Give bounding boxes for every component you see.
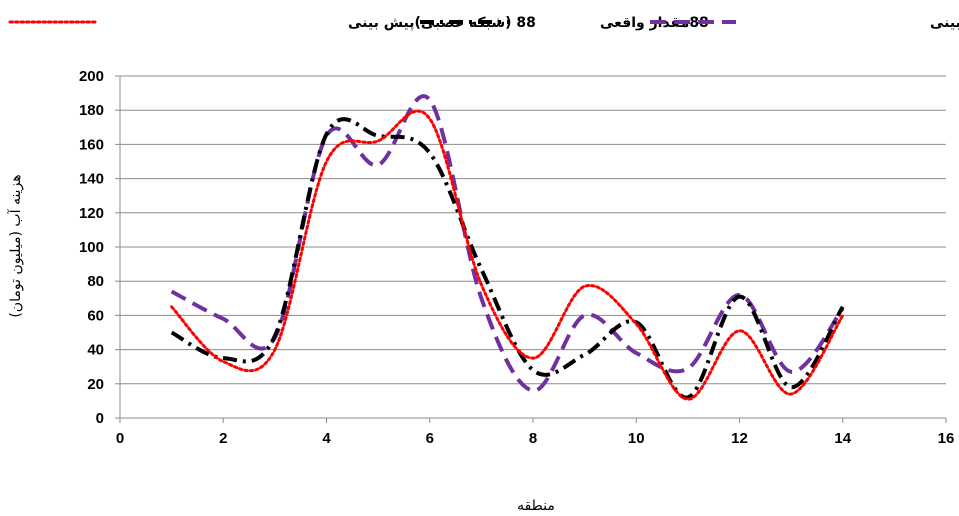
y-axis-label: هزینه آب (میلیون تومان) [7,174,24,317]
y-tick-label: 200 [79,68,104,85]
legend-label: 88 (رگرسیون)پیش بینی [930,14,959,31]
y-tick-label: 40 [87,342,104,359]
x-tick-label: 14 [834,430,851,447]
legend-item-2: 88 (رگرسیون)پیش بینی [650,14,959,31]
y-axis-ticks: 0 20 40 60 80 100 120 140 160 180 200 [79,68,120,427]
y-tick-label: 140 [79,171,104,188]
series-lines [170,94,845,401]
series-line-0 [170,109,845,401]
y-tick-label: 20 [87,376,104,393]
x-tick-label: 2 [219,430,227,447]
x-tick-label: 4 [322,430,331,447]
x-tick-label: 0 [116,430,124,447]
legend: 88 (شبکه عصبی)پیش بینی88مقدار واقعی88 (ر… [8,14,959,31]
y-tick-label: 160 [79,136,104,153]
y-tick-label: 80 [87,273,104,290]
series-line-2 [170,94,845,393]
series-line-1 [170,117,845,400]
y-tick-label: 180 [79,102,104,119]
x-axis-label: منطقه [517,498,555,514]
gridlines [120,75,946,385]
x-tick-label: 6 [426,430,434,447]
x-tick-label: 10 [628,430,645,447]
y-tick-label: 100 [79,239,104,256]
x-tick-label: 16 [938,430,955,447]
y-tick-label: 60 [87,307,104,324]
y-tick-label: 120 [79,205,104,222]
y-tick-label: 0 [96,410,104,427]
x-tick-label: 8 [529,430,537,447]
x-axis-ticks: 0 2 4 6 8 10 12 14 16 [116,418,955,447]
axes [119,76,946,419]
x-tick-label: 12 [731,430,748,447]
